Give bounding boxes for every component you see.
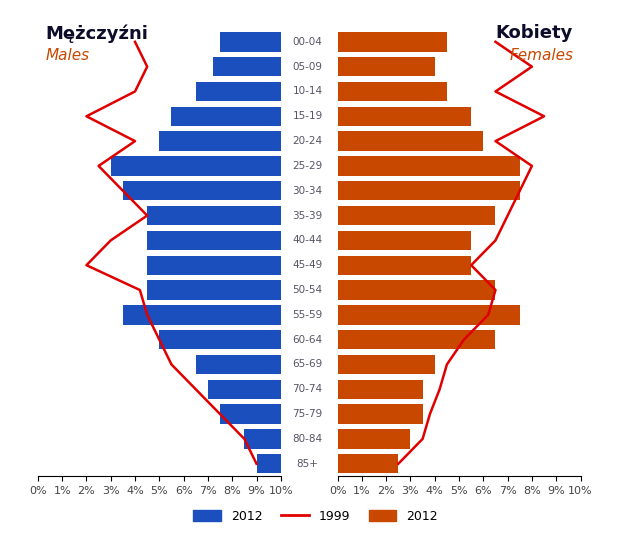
Bar [147,231,281,250]
Text: 75-79: 75-79 [293,409,322,419]
Bar [338,256,471,275]
Bar [111,156,281,175]
Text: 25-29: 25-29 [293,161,322,171]
Bar [256,454,281,473]
Bar [244,429,281,449]
Text: Females: Females [509,48,573,63]
Text: 30-34: 30-34 [293,186,322,196]
Text: Kobiety: Kobiety [496,25,573,42]
Bar [338,404,423,424]
Bar [147,206,281,225]
Bar [220,32,281,51]
Bar [196,355,281,374]
Bar [147,280,281,300]
Bar [220,404,281,424]
Bar [338,132,483,151]
Bar [338,106,471,126]
Bar [338,206,495,225]
Bar [338,380,423,399]
Bar [123,305,281,325]
Bar [338,181,520,201]
Text: 45-49: 45-49 [293,260,322,270]
Text: 60-64: 60-64 [293,335,322,345]
Text: 15-19: 15-19 [293,111,322,121]
Bar [172,106,281,126]
Text: 05-09: 05-09 [293,62,322,72]
Bar [123,181,281,201]
Legend: 2012, 1999, 2012: 2012, 1999, 2012 [188,505,443,528]
Text: 55-59: 55-59 [293,310,322,320]
Text: 35-39: 35-39 [293,211,322,220]
Bar [160,330,281,349]
Text: 10-14: 10-14 [293,87,322,96]
Bar [196,82,281,101]
Bar [338,330,495,349]
Bar [338,32,447,51]
Bar [147,256,281,275]
Text: 85+: 85+ [297,458,319,469]
Text: 80-84: 80-84 [293,434,322,444]
Bar [338,82,447,101]
Text: 40-44: 40-44 [293,235,322,246]
Bar [338,305,520,325]
Text: 00-04: 00-04 [293,37,322,47]
Text: 65-69: 65-69 [293,360,322,370]
Bar [208,380,281,399]
Text: Mężczyźni: Mężczyźni [45,25,148,43]
Bar [338,454,398,473]
Bar [160,132,281,151]
Bar [338,156,520,175]
Text: 50-54: 50-54 [293,285,322,295]
Bar [338,280,495,300]
Bar [338,355,435,374]
Bar [213,57,281,77]
Text: Males: Males [45,48,89,63]
Text: 20-24: 20-24 [293,136,322,146]
Bar [338,231,471,250]
Bar [338,57,435,77]
Text: 70-74: 70-74 [293,384,322,394]
Bar [338,429,411,449]
